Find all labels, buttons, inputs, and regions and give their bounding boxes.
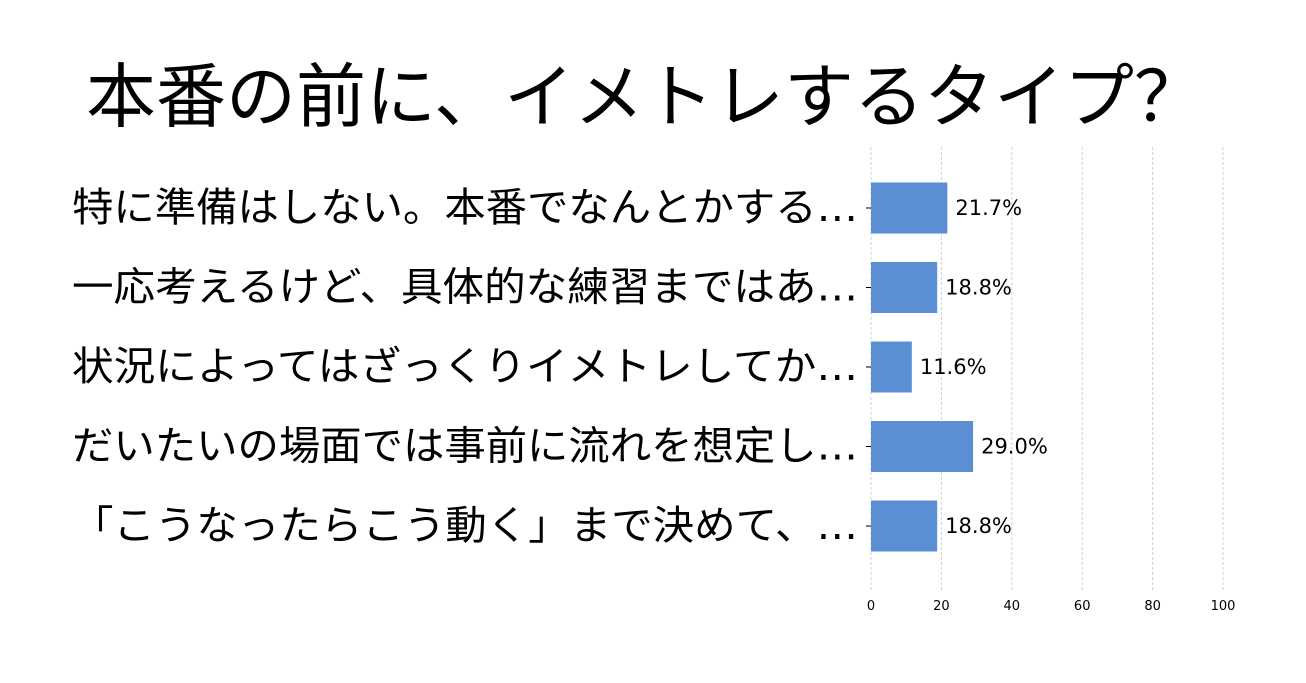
x-tick-label: 100	[1211, 599, 1236, 614]
x-tick-label: 40	[1004, 599, 1021, 614]
x-tick-label: 80	[1144, 599, 1161, 614]
bar	[871, 500, 938, 552]
category-label: 一応考えるけど、具体的な練習まではあ…	[72, 265, 858, 311]
category-label: だいたいの場面では事前に流れを想定し…	[72, 424, 858, 470]
value-label: 11.6%	[920, 355, 987, 379]
x-tick-label: 20	[933, 599, 950, 614]
value-label: 18.8%	[945, 276, 1012, 300]
value-labels: 21.7% 18.8% 11.6% 29.0% 18.8%	[920, 196, 1048, 538]
bar	[871, 182, 948, 234]
value-label: 29.0%	[981, 435, 1048, 459]
x-axis-ticks: 0 20 40 60 80 100	[867, 599, 1236, 614]
value-label: 21.7%	[955, 196, 1022, 220]
category-labels: 特に準備はしない。本番でなんとかする… 一応考えるけど、具体的な練習まではあ… 状況…	[72, 185, 871, 549]
bar	[871, 262, 938, 313]
chart-title: 本番の前に、イメトレするタイプ？	[86, 56, 1204, 138]
x-tick-label: 60	[1074, 599, 1091, 614]
category-label: 状況によってはざっくりイメトレしてか…	[72, 344, 858, 390]
bars	[871, 182, 974, 552]
value-label: 18.8%	[945, 514, 1012, 538]
bar	[871, 421, 974, 472]
x-tick-label: 0	[867, 599, 875, 614]
category-label: 「こうなったらこう動く」まで決めて、…	[72, 503, 858, 549]
bar	[871, 341, 912, 393]
category-label: 特に準備はしない。本番でなんとかする…	[72, 185, 858, 231]
